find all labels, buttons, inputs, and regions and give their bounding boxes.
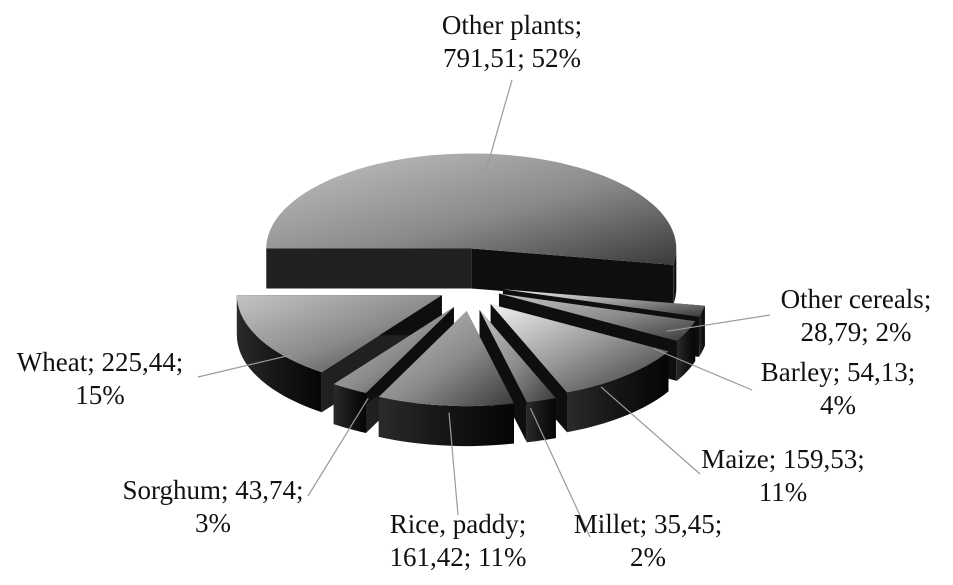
slice-tops [236,153,705,407]
slice-label-barley: Barley; 54,13; 4% [761,357,915,420]
slice-label-millet-line-1: Millet; 35,45; [574,509,723,539]
leader-line-millet [529,407,591,538]
slice-top-other-cereals [502,289,705,317]
slice-label-barley-line-2: 4% [820,390,856,420]
slice-label-wheat: Wheat; 225,44; 15% [17,347,183,410]
leader-line-other-plants [485,79,513,172]
slice-top-millet [479,309,556,403]
leader-lines [197,79,771,538]
slice-top-sorghum [333,307,454,393]
slice-top-other-plants [266,153,677,265]
slice-side-millet [526,398,556,443]
slice-label-other-cereals-line-2: 28,79; 2% [801,317,912,347]
slice-side-other-plants [673,248,677,305]
slice-label-rice-paddy-line-2: 161,42; 11% [390,542,527,572]
leader-line-wheat [197,354,293,378]
slice-label-rice-paddy: Rice, paddy; 161,42; 11% [390,509,527,572]
slice-label-wheat-line-1: Wheat; 225,44; [17,347,183,377]
slice-label-other-cereals-line-1: Other cereals; [781,284,932,314]
slice-label-sorghum-line-2: 3% [195,508,231,538]
slice-side-sorghum [333,384,366,433]
slice-label-millet-line-2: 2% [630,542,666,572]
slice-label-maize: Maize; 159,53; 11% [701,444,864,507]
slice-label-millet: Millet; 35,45; 2% [574,509,723,572]
slice-label-sorghum-line-1: Sorghum; 43,74; [122,475,303,505]
slice-top-wheat [236,295,442,373]
slice-label-wheat-line-2: 15% [75,380,125,410]
leader-line-maize [600,386,701,475]
slice-label-other-plants-line-2: 791,51; 52% [443,43,581,73]
slice-label-rice-paddy-line-1: Rice, paddy; [390,509,526,539]
slice-side-wheat [236,295,322,413]
slice-top-maize [490,304,669,393]
slice-label-maize-line-2: 11% [759,477,808,507]
slice-label-maize-line-1: Maize; 159,53; [701,444,864,474]
slice-top-rice-paddy [378,311,514,407]
slice-side-barley [676,321,696,381]
leader-line-rice-paddy [448,412,459,516]
slice-side-maize [567,351,669,433]
slice-label-sorghum: Sorghum; 43,74; 3% [122,475,303,538]
leader-line-barley [653,347,753,391]
slice-side-rice-paddy [378,396,514,447]
slice-top-barley [498,293,696,341]
slice-label-other-plants-line-1: Other plants; [442,10,582,40]
slice-wall-millet-end [479,309,527,443]
leader-line-sorghum [307,397,369,497]
slice-side-other-cereals [699,305,705,357]
slice-label-barley-line-1: Barley; 54,13; [761,357,915,387]
leader-line-other-cereals [666,314,771,332]
slice-wall-other-plants-end [471,248,674,305]
slice-label-other-plants: Other plants; 791,51; 52% [442,10,582,73]
slice-wall-other-plants-start [266,248,472,289]
slice-label-other-cereals: Other cereals; 28,79; 2% [781,284,932,347]
slice-labels: Other plants; 791,51; 52% Other cereals; 28… [17,10,932,572]
